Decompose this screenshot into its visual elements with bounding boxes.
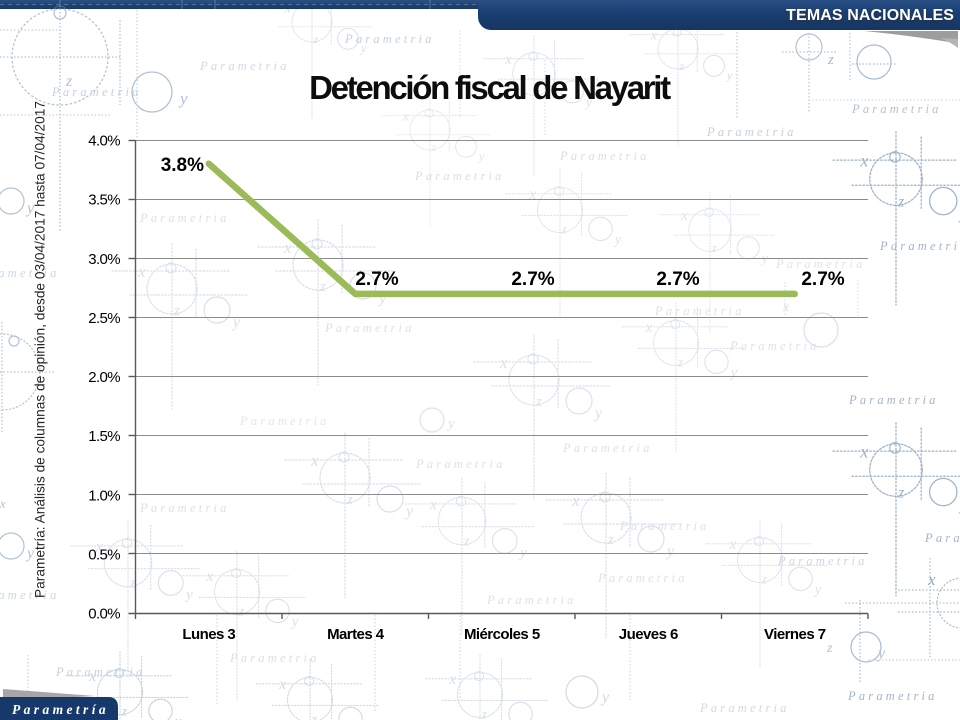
- svg-text:y: y: [876, 645, 886, 662]
- svg-text:2.7%: 2.7%: [801, 269, 844, 290]
- svg-text:y: y: [25, 200, 35, 217]
- svg-text:3.5%: 3.5%: [88, 192, 120, 209]
- svg-text:Parametría: Parametría: [12, 702, 109, 717]
- svg-text:Martes 4: Martes 4: [327, 626, 385, 643]
- svg-text:Lunes 3: Lunes 3: [182, 626, 235, 643]
- svg-text:y: y: [25, 545, 35, 562]
- svg-text:y: y: [446, 416, 455, 432]
- svg-text:2.7%: 2.7%: [355, 269, 398, 290]
- svg-text:2.7%: 2.7%: [656, 269, 699, 290]
- svg-text:z: z: [826, 641, 833, 656]
- svg-text:4.0%: 4.0%: [88, 133, 120, 150]
- svg-text:x: x: [782, 300, 790, 315]
- svg-text:2.0%: 2.0%: [88, 369, 120, 386]
- svg-text:2.5%: 2.5%: [88, 310, 120, 327]
- svg-text:1.0%: 1.0%: [88, 487, 120, 504]
- svg-text:Miércoles 5: Miércoles 5: [464, 626, 540, 643]
- svg-text:z: z: [827, 52, 834, 68]
- svg-text:2.7%: 2.7%: [511, 269, 554, 290]
- svg-text:0.5%: 0.5%: [88, 546, 120, 563]
- svg-text:y: y: [600, 689, 610, 706]
- svg-text:1.5%: 1.5%: [88, 428, 120, 445]
- svg-text:Jueves 6: Jueves 6: [619, 626, 678, 643]
- svg-text:z: z: [65, 73, 73, 90]
- svg-text:3.0%: 3.0%: [88, 251, 120, 268]
- svg-text:x: x: [0, 496, 6, 511]
- svg-text:3.8%: 3.8%: [161, 155, 204, 176]
- svg-text:y: y: [178, 89, 188, 108]
- svg-text:0.0%: 0.0%: [88, 606, 120, 623]
- svg-text:Viernes 7: Viernes 7: [764, 626, 826, 643]
- svg-text:x: x: [927, 570, 936, 589]
